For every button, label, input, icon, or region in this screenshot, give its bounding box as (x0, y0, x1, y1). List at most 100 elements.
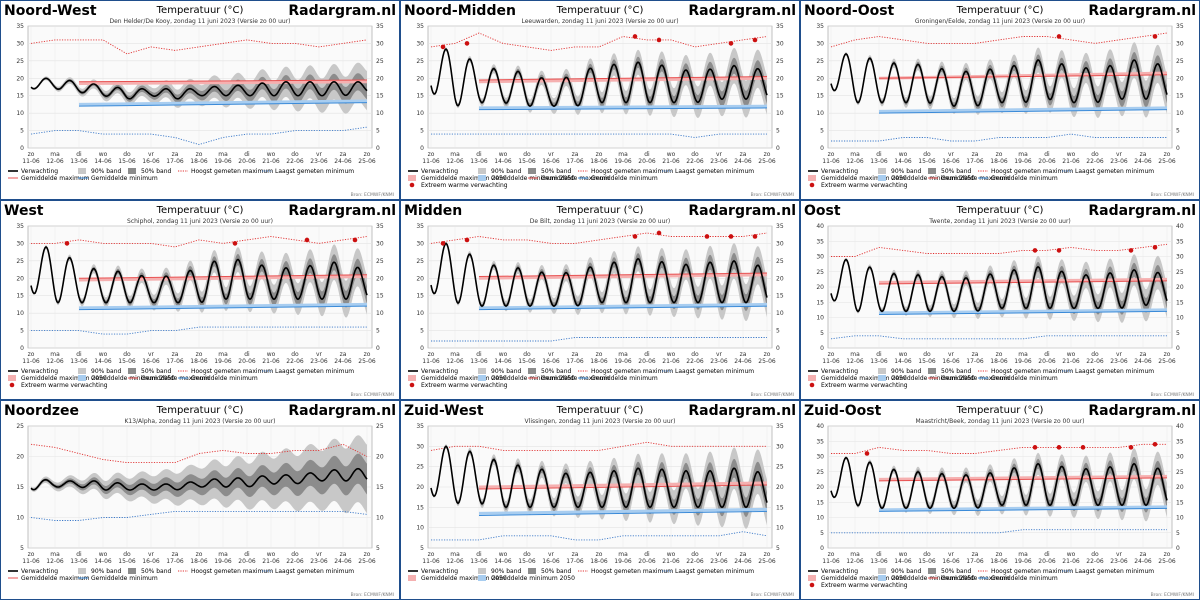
avg-min-line (478, 305, 768, 311)
band-90 (31, 435, 367, 514)
legend-swatch-avg-min-2050 (78, 375, 86, 381)
x-tick-date: 25-06 (1158, 158, 1176, 165)
panel-midden: Midden Temperatuur (°C) Radargram.nl De Bil… (400, 200, 800, 400)
region-title: Noord-Oost (804, 3, 895, 19)
avg-max-line (78, 79, 368, 83)
legend-label-verwachting: Verwachting (421, 568, 458, 575)
x-tick-day: zo (764, 151, 771, 158)
x-tick-date: 23-06 (710, 358, 728, 365)
legend-swatch-extreme (809, 182, 815, 188)
legend-swatch-band90 (478, 168, 486, 174)
record-max-line (30, 39, 368, 55)
legend-label-extreem: Extreem warme verwachting (821, 582, 908, 589)
x-tick-date: 25-06 (358, 558, 376, 565)
x-tick-date: 16-06 (142, 558, 160, 565)
x-tick-date: 11-06 (22, 158, 40, 165)
x-tick-date: 22-06 (686, 558, 704, 565)
legend-swatch-extreme (809, 582, 815, 588)
y-tick-label-left: 35 (816, 438, 824, 445)
legend-label-band50: 50% band (941, 568, 972, 575)
y-tick-label-left: 15 (816, 93, 824, 100)
x-tick-date: 15-06 (918, 158, 936, 165)
forecast-line (30, 77, 368, 100)
x-tick-day: di (76, 351, 82, 358)
legend-swatch-band50 (528, 568, 536, 574)
brand-label: Radargram.nl (1088, 403, 1196, 419)
x-tick-date: 20-06 (1038, 558, 1056, 565)
legend-label-verwachting: Verwachting (21, 568, 58, 575)
y-tick-label-left: 15 (816, 299, 824, 306)
extreme-warm-point (1080, 445, 1086, 450)
x-tick-date: 13-06 (870, 358, 888, 365)
x-tick-date: 12-06 (446, 358, 464, 365)
y-tick-label-left: 20 (16, 75, 24, 82)
legend-label-gem-min: Gemiddelde minimum (591, 375, 658, 382)
x-tick-date: 14-06 (494, 158, 512, 165)
source-credit: Bron: ECMWF/KNMI (751, 192, 794, 198)
x-tick-date: 15-06 (118, 358, 136, 365)
avg-min-line (878, 507, 1168, 512)
brand-label: Radargram.nl (288, 403, 396, 419)
x-tick-day: za (172, 151, 179, 158)
x-tick-day: zo (764, 351, 771, 358)
band-90 (831, 42, 1167, 119)
chart-title: Temperatuur (°C) (156, 405, 244, 416)
x-tick-date: 19-06 (214, 558, 232, 565)
y-tick-label-right: 35 (1176, 238, 1184, 245)
y-tick-label-right: 0 (1176, 145, 1180, 152)
x-tick-date: 25-06 (758, 158, 776, 165)
avg-max-line (878, 477, 1168, 482)
y-tick-label-left: 25 (816, 469, 824, 476)
x-tick-day: vr (148, 351, 155, 358)
legend-label-gem-max-2050: Gemiddelde maximum 2050 (421, 175, 507, 182)
x-tick-day: za (172, 351, 179, 358)
x-tick-date: 23-06 (310, 358, 328, 365)
x-tick-day: wo (899, 351, 908, 358)
x-tick-day: ma (450, 551, 460, 558)
y-tick-label-left: 10 (816, 110, 824, 117)
extreme-warm-point (1056, 445, 1062, 450)
legend-swatch-avg-max-2050 (808, 175, 816, 181)
x-tick-day: zo (1164, 351, 1171, 358)
forecast-line (830, 258, 1168, 313)
source-credit: Bron: ECMWF/KNMI (1151, 192, 1194, 198)
x-tick-date: 17-06 (566, 558, 584, 565)
y-tick-label-left: 20 (816, 284, 824, 291)
x-tick-date: 15-06 (118, 158, 136, 165)
legend-label-gem-min: Gemiddelde minimum (991, 375, 1058, 382)
x-tick-day: do (1091, 551, 1099, 558)
legend-label-band90: 90% band (91, 368, 122, 375)
avg-min-2050-line (878, 505, 1168, 512)
legend-swatch-band90 (78, 368, 86, 374)
avg-max-2050-line (78, 275, 368, 282)
band-90 (431, 241, 767, 322)
legend-label-gem-max-2050: Gemiddelde maximum 2050 (21, 375, 107, 382)
record-max-line (430, 441, 767, 451)
legend-label-gem-max: Gemiddelde maximum (941, 575, 1010, 582)
legend-swatch-avg-min-2050 (878, 575, 886, 581)
band-50 (831, 456, 1167, 513)
x-tick-day: za (340, 351, 347, 358)
y-tick-label-left: 40 (816, 423, 824, 430)
legend-label-gem-max: Gemiddelde maximum (541, 375, 610, 382)
x-tick-day: vr (548, 551, 555, 558)
brand-label: Radargram.nl (288, 3, 396, 19)
y-tick-label-right: 35 (376, 23, 384, 30)
x-tick-date: 17-06 (166, 558, 184, 565)
x-tick-day: zo (428, 151, 435, 158)
y-tick-label-right: 15 (376, 484, 384, 491)
legend-label-gem-min: Gemiddelde minimum (591, 175, 658, 182)
y-tick-label-left: 20 (416, 75, 424, 82)
y-tick-label-left: 20 (416, 484, 424, 491)
x-tick-day: ma (218, 151, 228, 158)
y-tick-label-left: 10 (416, 525, 424, 532)
band-50 (31, 453, 367, 497)
panel-oost: Oost Temperatuur (°C) Radargram.nl Twente, … (800, 200, 1200, 400)
x-tick-date: 22-06 (286, 558, 304, 565)
extreme-warm-point (656, 230, 662, 236)
legend-label-band50: 50% band (141, 368, 172, 375)
x-tick-day: vr (716, 351, 723, 358)
y-tick-label-right: 0 (776, 345, 780, 352)
x-tick-date: 21-06 (662, 558, 680, 565)
extreme-warm-point (304, 237, 310, 243)
